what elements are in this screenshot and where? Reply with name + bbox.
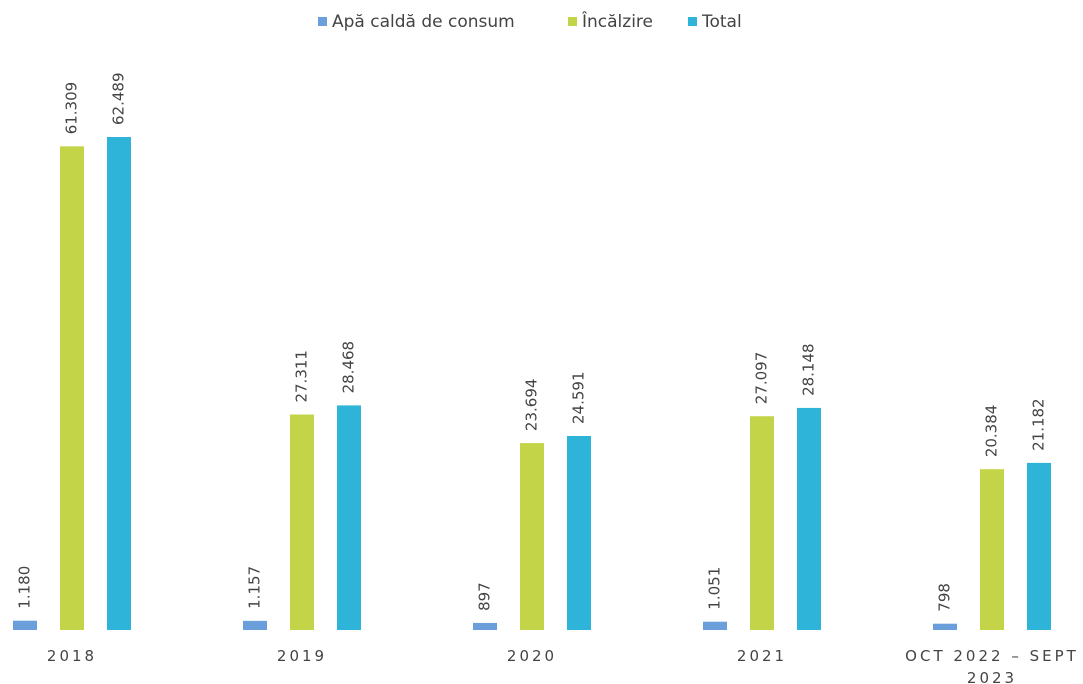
x-tick-label: 2021 xyxy=(736,647,788,665)
legend-swatch xyxy=(688,17,697,26)
bar xyxy=(520,443,544,630)
legend-swatch xyxy=(318,17,327,26)
x-tick-label: OCT 2022 – SEPT 2023 xyxy=(905,647,1079,684)
value-label: 28.148 xyxy=(800,343,818,396)
bar xyxy=(980,469,1004,630)
bar xyxy=(337,405,361,630)
value-label: 27.311 xyxy=(293,350,311,403)
value-label: 20.384 xyxy=(983,405,1001,458)
bar xyxy=(290,414,314,630)
bar xyxy=(243,620,267,630)
bar xyxy=(473,622,497,630)
x-label-box: 2021 xyxy=(736,647,788,665)
value-label: 1.157 xyxy=(246,566,264,609)
x-tick-label: 2018 xyxy=(46,647,98,665)
x-tick-label: 2019 xyxy=(276,647,328,665)
bar xyxy=(703,621,727,630)
bar xyxy=(797,407,821,630)
legend-swatch xyxy=(568,17,577,26)
bar xyxy=(750,416,774,630)
bar xyxy=(567,435,591,630)
x-label-box: 2018 xyxy=(46,647,98,665)
bar xyxy=(107,137,131,630)
value-label: 1.051 xyxy=(706,567,724,610)
bar xyxy=(60,146,84,630)
legend-label: Încălzire xyxy=(581,10,653,32)
value-label: 61.309 xyxy=(63,82,81,135)
x-label-box: 2019 xyxy=(276,647,328,665)
value-label: 1.180 xyxy=(16,566,34,609)
value-label: 21.182 xyxy=(1030,398,1048,451)
value-label: 897 xyxy=(476,582,494,611)
value-label: 24.591 xyxy=(570,371,588,424)
value-label: 62.489 xyxy=(110,73,128,126)
legend-label: Total xyxy=(701,12,742,32)
x-label-box: 2020 xyxy=(506,647,558,665)
x-label-box: OCT 2022 – SEPT 2023 xyxy=(905,647,1079,684)
legend-label: Apă caldă de consum xyxy=(332,12,515,32)
bar xyxy=(13,620,37,630)
value-label: 28.468 xyxy=(340,341,358,394)
bar xyxy=(933,623,957,630)
value-label: 798 xyxy=(936,583,954,612)
bar xyxy=(1027,462,1051,630)
x-tick-label: 2020 xyxy=(506,647,558,665)
value-label: 27.097 xyxy=(753,352,771,405)
value-label: 23.694 xyxy=(523,379,541,432)
